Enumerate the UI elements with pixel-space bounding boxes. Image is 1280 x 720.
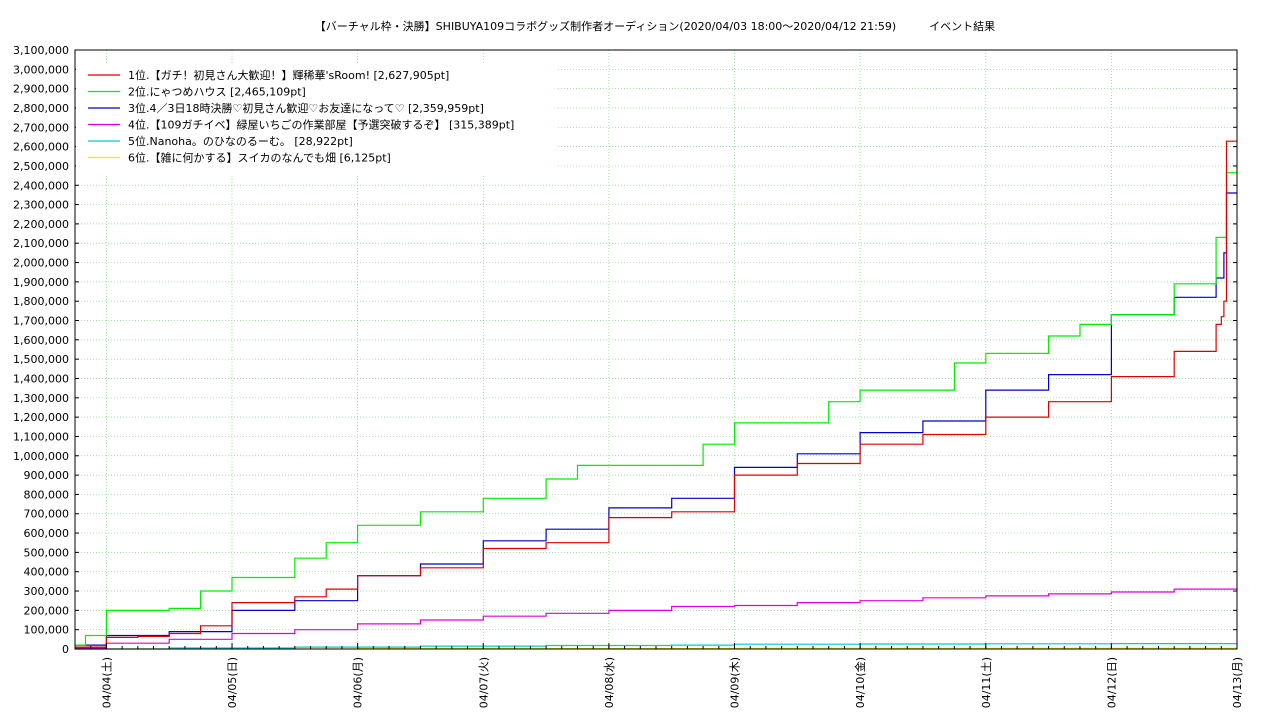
x-tick-label: 04/06(月) <box>352 657 365 708</box>
legend: 1位.【ガチ！初見さん大歓迎！】輝稀華'sRoom! [2,627,905pt]… <box>76 64 556 176</box>
legend-label: 1位.【ガチ！初見さん大歓迎！】輝稀華'sRoom! [2,627,905pt] <box>128 68 449 82</box>
y-tick-label: 600,000 <box>24 527 70 540</box>
y-tick-label: 2,800,000 <box>13 102 69 115</box>
legend-label: 2位.にゃつめハウス [2,465,109pt] <box>128 85 306 99</box>
y-tick-label: 2,600,000 <box>13 141 69 154</box>
legend-background <box>76 64 556 176</box>
y-tick-label: 1,200,000 <box>13 411 69 424</box>
y-tick-label: 3,100,000 <box>13 44 69 57</box>
y-tick-label: 1,500,000 <box>13 353 69 366</box>
legend-label: 3位.4／3日18時決勝♡初見さん歓迎♡お友達になって♡ [2,359,959p… <box>128 101 484 115</box>
y-tick-label: 800,000 <box>24 488 70 501</box>
y-tick-label: 400,000 <box>24 566 70 579</box>
x-tick-label: 04/10(金) <box>853 657 867 708</box>
x-tick-label: 04/04(土) <box>100 657 113 708</box>
y-tick-label: 2,300,000 <box>13 199 69 212</box>
x-axis-ticks: 04/04(土) 04/05(日) 04/06(月) 04/07(火) 04/08(水)… <box>90 643 1244 708</box>
x-tick-label: 04/12(日) <box>1105 657 1118 708</box>
y-tick-label: 1,400,000 <box>13 372 69 385</box>
y-tick-label: 0 <box>62 643 69 656</box>
series-line-1 <box>75 140 1237 648</box>
y-tick-label: 2,100,000 <box>13 237 69 250</box>
series-layer <box>75 140 1238 650</box>
series-line-4 <box>75 588 1238 649</box>
x-tick-label: 04/07(火) <box>477 657 490 708</box>
y-tick-label: 1,600,000 <box>13 334 69 347</box>
chart-title: 【バーチャル枠・決勝】SHIBUYA109コラボグッズ制作者オーディション(20… <box>315 19 995 33</box>
y-tick-label: 1,800,000 <box>13 295 69 308</box>
x-tick-label: 04/09(木) <box>729 657 742 708</box>
y-tick-label: 500,000 <box>24 546 70 559</box>
y-tick-label: 1,700,000 <box>13 315 69 328</box>
series-line-2 <box>75 172 1237 646</box>
y-tick-label: 2,700,000 <box>13 121 69 134</box>
y-tick-label: 700,000 <box>24 508 70 521</box>
legend-label: 6位.【雑に何かする】スイカのなんでも畑 [6,125pt] <box>128 151 391 165</box>
y-tick-label: 2,900,000 <box>13 83 69 96</box>
y-tick-label: 100,000 <box>24 624 70 637</box>
x-tick-label: 04/13(月) <box>1231 657 1244 708</box>
y-tick-label: 200,000 <box>24 604 70 617</box>
y-tick-label: 3,000,000 <box>13 63 69 76</box>
y-tick-label: 2,000,000 <box>13 257 69 270</box>
y-tick-label: 2,500,000 <box>13 160 69 173</box>
legend-label: 5位.Nanoha。のひなのるーむ。 [28,922pt] <box>128 134 353 148</box>
y-tick-label: 1,000,000 <box>13 450 69 463</box>
y-tick-label: 2,200,000 <box>13 218 69 231</box>
x-tick-label: 04/11(土) <box>980 657 993 708</box>
x-tick-label: 04/08(水) <box>603 657 616 708</box>
y-tick-label: 1,100,000 <box>13 430 69 443</box>
y-tick-label: 2,400,000 <box>13 179 69 192</box>
y-tick-label: 900,000 <box>24 469 70 482</box>
y-axis-ticks: 0 100,000 200,000 300,000 400,000 500,000 600,… <box>13 44 1237 656</box>
y-tick-label: 300,000 <box>24 585 70 598</box>
y-tick-label: 1,300,000 <box>13 392 69 405</box>
x-tick-label: 04/05(日) <box>226 657 239 708</box>
legend-label: 4位.【109ガチイベ】緑屋いちごの作業部屋【予選突破するぞ】 [315,389… <box>128 118 514 132</box>
y-tick-label: 1,900,000 <box>13 276 69 289</box>
